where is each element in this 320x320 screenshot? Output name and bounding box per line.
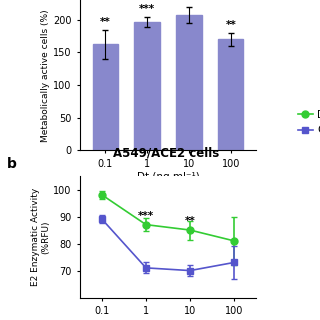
Text: **: ** — [100, 18, 110, 28]
Text: b: b — [6, 157, 16, 171]
Bar — [218, 39, 244, 150]
Text: **: ** — [226, 20, 236, 30]
Text: ***: *** — [181, 0, 197, 4]
Text: ***: *** — [138, 211, 154, 220]
X-axis label: Dt (ng ml⁻¹): Dt (ng ml⁻¹) — [137, 172, 199, 181]
Text: **: ** — [185, 216, 196, 226]
Y-axis label: Metabolically active cells (%): Metabolically active cells (%) — [41, 9, 50, 141]
Y-axis label: E2 Enzymatic Activity
(%RFU): E2 Enzymatic Activity (%RFU) — [31, 188, 51, 286]
Text: A549/ACE2 cells: A549/ACE2 cells — [113, 147, 220, 160]
Bar — [134, 22, 160, 150]
Text: ***: *** — [139, 4, 155, 14]
Bar — [176, 15, 202, 150]
Bar — [92, 44, 118, 150]
Legend: Dt, CTR: Dt, CTR — [293, 106, 320, 139]
